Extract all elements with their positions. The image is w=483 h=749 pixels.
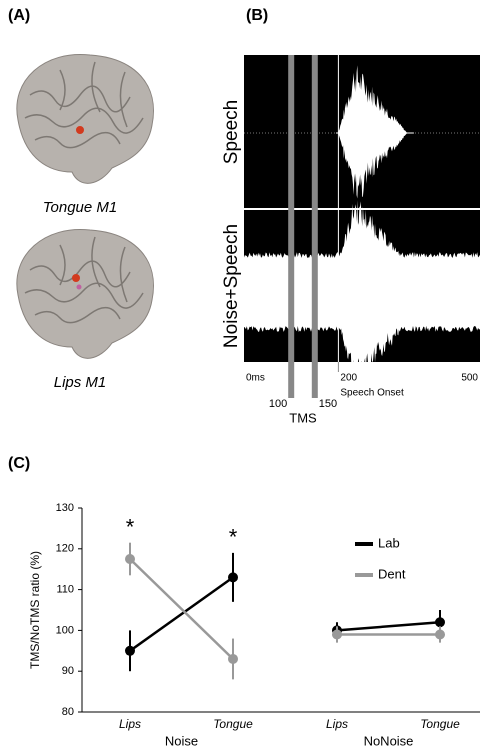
series-line	[129, 558, 234, 660]
data-point	[228, 653, 238, 664]
x-tick-label: Tongue	[420, 717, 460, 731]
tms-time-label: 100	[269, 398, 287, 410]
caption: Tongue M1	[43, 199, 118, 216]
y-axis-title: TMS/NoTMS ratio (%)	[28, 551, 42, 669]
tms-pulse	[288, 55, 295, 398]
panel-label: (C)	[8, 455, 30, 472]
significance-mark: *	[126, 514, 135, 539]
data-point	[435, 629, 445, 640]
data-point	[125, 645, 135, 656]
x-tick-label: 0ms	[246, 373, 265, 384]
brain-image	[16, 53, 154, 184]
series-line	[336, 620, 441, 632]
y-tick-label: 120	[56, 543, 74, 555]
data-point	[228, 572, 238, 583]
x-tick-label: Lips	[119, 717, 141, 731]
data-point	[332, 629, 342, 640]
data-point	[435, 617, 445, 628]
brain-image	[16, 228, 154, 359]
panel-label: (B)	[246, 7, 268, 24]
onset-label: Speech Onset	[340, 388, 404, 399]
x-tick-label: Lips	[326, 717, 348, 731]
legend-label: Lab	[378, 535, 400, 550]
waveform	[336, 200, 414, 390]
x-tick-label: 200	[340, 373, 357, 384]
row-label: Speech	[221, 100, 242, 164]
panel-label: (A)	[8, 7, 30, 24]
group-label: Noise	[165, 733, 198, 748]
caption: Lips M1	[54, 374, 107, 391]
y-tick-label: 80	[62, 706, 74, 718]
tms-pulse	[311, 55, 318, 398]
waveform	[336, 65, 414, 199]
y-tick-label: 110	[56, 584, 74, 596]
legend-label: Dent	[378, 566, 406, 581]
tms-time-label: 150	[319, 398, 337, 410]
y-tick-label: 90	[62, 665, 74, 677]
tms-label: TMS	[289, 410, 317, 425]
row-label: Noise+Speech	[221, 224, 242, 348]
x-tick-label: 500	[461, 373, 478, 384]
series-line	[129, 576, 234, 652]
x-tick-label: Tongue	[213, 717, 253, 731]
y-tick-label: 130	[56, 502, 74, 514]
group-label: NoNoise	[364, 733, 414, 748]
data-point	[125, 554, 135, 564]
significance-mark: *	[229, 525, 238, 550]
y-tick-label: 100	[56, 624, 74, 636]
